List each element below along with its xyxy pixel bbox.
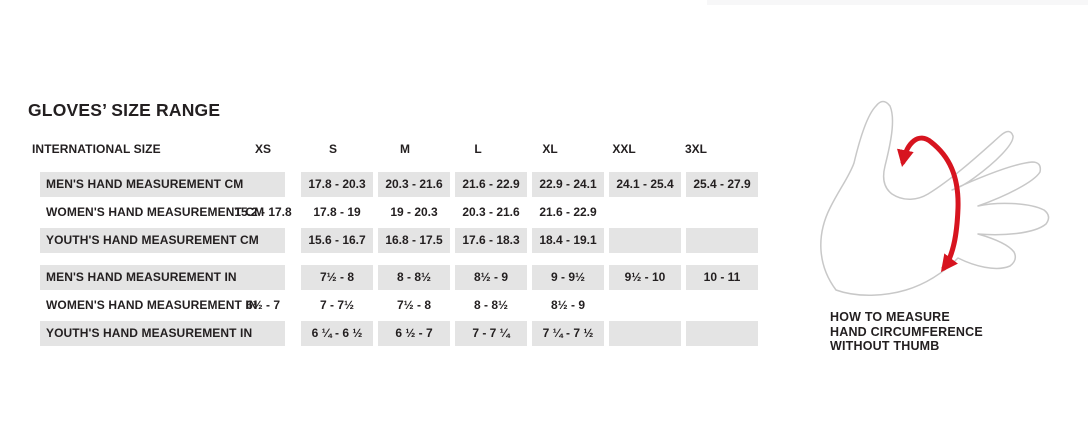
- caption-line: HOW TO MEASURE: [830, 310, 950, 324]
- table-cell-empty: [686, 228, 758, 253]
- table-cell: 7 ¼ - 7 ½: [532, 321, 604, 346]
- international-size-label: INTERNATIONAL SIZE: [32, 142, 161, 156]
- table-cell: 21.6 - 22.9: [539, 205, 597, 219]
- table-row-mens-in: MEN'S HAND MEASUREMENT IN 7½ - 8 8 - 8½ …: [0, 265, 790, 290]
- row-label: WOMEN'S HAND MEASUREMENT IN: [46, 298, 258, 312]
- table-cell: 17.8 - 19: [313, 205, 361, 219]
- size-header-xs: XS: [254, 142, 272, 156]
- top-edge-strip: [707, 0, 1088, 5]
- table-cell-xs: 15.2 - 17.8: [234, 205, 292, 219]
- row-label: WOMEN'S HAND MEASUREMENT CM: [46, 205, 265, 219]
- table-cell: 8 - 8½: [473, 298, 509, 312]
- caption-line: WITHOUT THUMB: [830, 339, 940, 353]
- table-cell: 8 - 8½: [378, 265, 450, 290]
- table-cell: 16.8 - 17.5: [378, 228, 450, 253]
- table-cell-empty: [609, 321, 681, 346]
- how-to-measure-caption: HOW TO MEASURE HAND CIRCUMFERENCE WITHOU…: [830, 310, 983, 354]
- size-header-m: M: [400, 142, 410, 156]
- table-cell: 17.8 - 20.3: [301, 172, 373, 197]
- size-header-3xl: 3XL: [684, 142, 708, 156]
- table-cell: 7½ - 8: [301, 265, 373, 290]
- size-header-xxl: XXL: [612, 142, 636, 156]
- table-cell-empty: [686, 321, 758, 346]
- table-cell-xs: 6½ - 7: [245, 298, 281, 312]
- table-row-youths-cm: YOUTH'S HAND MEASUREMENT CM 15.6 - 16.7 …: [0, 228, 790, 253]
- hand-measure-illustration: [820, 100, 1050, 297]
- measuring-instructions: HOW TO MEASURE HAND CIRCUMFERENCE WITHOU…: [806, 84, 1076, 374]
- table-cell: 6 ¼ - 6 ½: [301, 321, 373, 346]
- table-cell: 9½ - 10: [609, 265, 681, 290]
- table-cell: 24.1 - 25.4: [609, 172, 681, 197]
- table-cell: 20.3 - 21.6: [462, 205, 520, 219]
- table-cell: 6 ½ - 7: [378, 321, 450, 346]
- size-header-l: L: [474, 142, 482, 156]
- table-cell: 17.6 - 18.3: [455, 228, 527, 253]
- table-row-womens-cm: WOMEN'S HAND MEASUREMENT CM 15.2 - 17.8 …: [0, 200, 790, 225]
- size-table: INTERNATIONAL SIZE XS S M L XL XXL 3XL M…: [0, 142, 790, 346]
- table-row-mens-cm: MEN'S HAND MEASUREMENT CM 17.8 - 20.3 20…: [0, 172, 790, 197]
- row-label: YOUTH'S HAND MEASUREMENT IN: [40, 321, 285, 346]
- page-title: GLOVES’ SIZE RANGE: [28, 100, 221, 120]
- row-label: MEN'S HAND MEASUREMENT IN: [40, 265, 285, 290]
- hand-outline-icon: [820, 100, 1050, 297]
- table-cell: 7 - 7 ¼: [455, 321, 527, 346]
- table-cell: 8½ - 9: [550, 298, 586, 312]
- caption-line: HAND CIRCUMFERENCE: [830, 324, 983, 339]
- row-label: YOUTH'S HAND MEASUREMENT CM: [40, 228, 285, 253]
- table-cell: 7½ - 8: [396, 298, 432, 312]
- table-row-womens-in: WOMEN'S HAND MEASUREMENT IN 6½ - 7 7 - 7…: [0, 293, 790, 318]
- table-cell: 21.6 - 22.9: [455, 172, 527, 197]
- table-cell: 19 - 20.3: [390, 205, 438, 219]
- size-header-xl: XL: [542, 142, 558, 156]
- row-label: MEN'S HAND MEASUREMENT CM: [40, 172, 285, 197]
- table-cell: 9 - 9½: [532, 265, 604, 290]
- table-row-youths-in: YOUTH'S HAND MEASUREMENT IN 6 ¼ - 6 ½ 6 …: [0, 321, 790, 346]
- size-header-s: S: [328, 142, 338, 156]
- measure-circumference-arrow-icon: [897, 135, 961, 273]
- table-cell: 22.9 - 24.1: [532, 172, 604, 197]
- table-cell: 18.4 - 19.1: [532, 228, 604, 253]
- table-cell-empty: [609, 228, 681, 253]
- table-cell: 25.4 - 27.9: [686, 172, 758, 197]
- table-cell: 20.3 - 21.6: [378, 172, 450, 197]
- table-cell: 8½ - 9: [455, 265, 527, 290]
- table-cell: 15.6 - 16.7: [301, 228, 373, 253]
- table-cell: 7 - 7½: [319, 298, 355, 312]
- table-cell: 10 - 11: [686, 265, 758, 290]
